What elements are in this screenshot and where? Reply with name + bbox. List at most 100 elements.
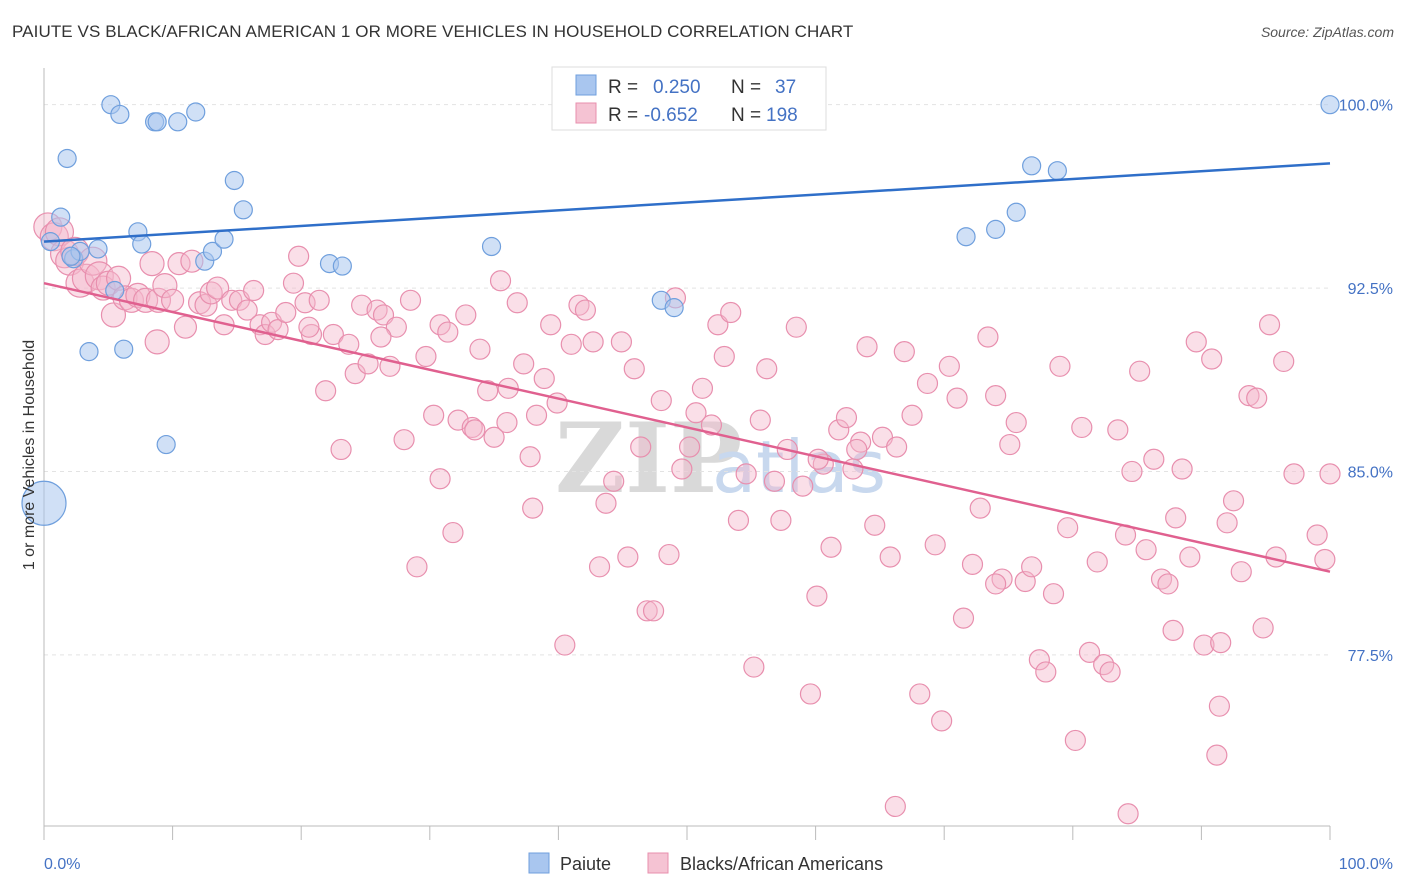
black-data-point	[298, 316, 320, 338]
black-data-point	[909, 683, 931, 705]
black-data-point	[560, 333, 582, 355]
black-data-point	[152, 273, 178, 299]
black-data-point	[1238, 385, 1260, 407]
black-data-point	[125, 282, 151, 308]
black-data-point	[1222, 490, 1245, 512]
black-data-point	[678, 436, 701, 458]
black-data-point	[924, 534, 946, 556]
paiute-data-point	[986, 219, 1006, 239]
black-data-point	[727, 509, 750, 531]
black-data-point	[496, 411, 518, 434]
black-data-point	[1246, 387, 1268, 409]
black-data-point	[406, 556, 428, 578]
paiute-data-point	[1047, 161, 1067, 181]
black-data-point	[582, 331, 604, 353]
black-data-point	[393, 429, 415, 451]
black-data-point	[879, 546, 901, 568]
black-data-point	[464, 419, 486, 441]
black-data-point	[1099, 661, 1121, 683]
paiute-data-point	[61, 246, 81, 266]
paiute-data-point	[332, 256, 352, 276]
paiute-data-point	[114, 339, 134, 359]
n-label-black: N =	[731, 105, 761, 126]
black-data-point	[642, 600, 665, 622]
legend-black-swatch	[647, 852, 669, 874]
paiute-points	[21, 95, 1340, 526]
y-tick-label: 85.0%	[1348, 464, 1393, 481]
black-data-point	[707, 314, 729, 336]
n-label-paiute: N =	[731, 77, 761, 98]
black-data-point	[713, 345, 735, 368]
paiute-data-point	[156, 434, 176, 455]
black-data-point	[720, 301, 742, 324]
black-data-point	[1258, 314, 1281, 336]
chart-title: PAIUTE VS BLACK/AFRICAN AMERICAN 1 OR MO…	[12, 22, 854, 41]
black-data-point	[901, 404, 923, 426]
black-data-point	[806, 585, 828, 607]
black-data-point	[574, 299, 597, 321]
black-data-point	[483, 426, 505, 448]
black-data-point	[554, 634, 576, 656]
black-data-point	[999, 433, 1021, 456]
black-data-point	[194, 293, 218, 317]
black-trend-line	[43, 281, 1331, 573]
paiute-swatch	[575, 74, 597, 96]
black-data-point	[489, 270, 512, 292]
black-data-point	[429, 468, 451, 490]
black-data-point	[1230, 561, 1252, 583]
paiute-data-point	[214, 229, 234, 249]
black-data-point	[1185, 331, 1207, 353]
black-data-point	[1021, 556, 1043, 578]
paiute-trend-line	[43, 162, 1331, 243]
black-data-point	[1028, 649, 1050, 671]
black-data-point	[1157, 573, 1179, 595]
black-data-point	[1078, 641, 1101, 663]
black-data-point	[820, 536, 842, 558]
paiute-data-point	[224, 170, 244, 191]
black-data-point	[1042, 583, 1065, 605]
black-data-point	[442, 521, 464, 544]
black-data-point	[282, 272, 305, 294]
paiute-data-point	[21, 480, 67, 526]
black-data-point	[1306, 524, 1328, 546]
black-data-point	[946, 387, 968, 409]
black-data-point	[370, 326, 392, 348]
series-legend: Paiute Blacks/African Americans	[528, 852, 883, 874]
black-data-point	[985, 573, 1007, 595]
black-data-point	[1035, 661, 1057, 683]
black-data-point	[799, 683, 822, 705]
black-data-point	[288, 245, 310, 267]
black-data-point	[330, 438, 352, 461]
black-data-point	[636, 600, 658, 622]
black-data-point	[846, 438, 868, 461]
black-data-point	[603, 470, 625, 492]
paiute-data-point	[1022, 156, 1042, 176]
black-data-point	[1129, 360, 1151, 382]
paiute-data-point	[481, 236, 502, 257]
x-tick-label-max: 100.0%	[1339, 856, 1393, 873]
paiute-data-point	[79, 342, 99, 362]
black-data-point	[864, 514, 886, 536]
black-data-point	[886, 436, 908, 458]
black-data-point	[1206, 744, 1228, 766]
black-data-point	[1121, 460, 1143, 483]
black-data-point	[322, 323, 344, 346]
y-axis-label: 1 or more Vehicles in Household	[21, 340, 38, 570]
black-data-point	[161, 288, 185, 312]
black-data-point	[173, 315, 198, 339]
n-value-black: 198	[766, 105, 798, 126]
black-data-point	[1064, 729, 1086, 752]
black-data-point	[792, 475, 814, 497]
black-data-point	[423, 404, 445, 426]
black-data-point	[884, 795, 906, 818]
black-data-point	[1049, 355, 1071, 377]
black-data-point	[1086, 551, 1108, 573]
paiute-data-point	[202, 241, 223, 261]
black-data-point	[506, 292, 528, 314]
paiute-data-point	[956, 227, 976, 247]
stats-legend: R = 0.250 N = 37 R = -0.652 N = 198	[551, 66, 827, 131]
paiute-data-point	[168, 112, 188, 132]
y-tick-label: 100.0%	[1339, 98, 1393, 115]
black-data-point	[828, 419, 850, 441]
